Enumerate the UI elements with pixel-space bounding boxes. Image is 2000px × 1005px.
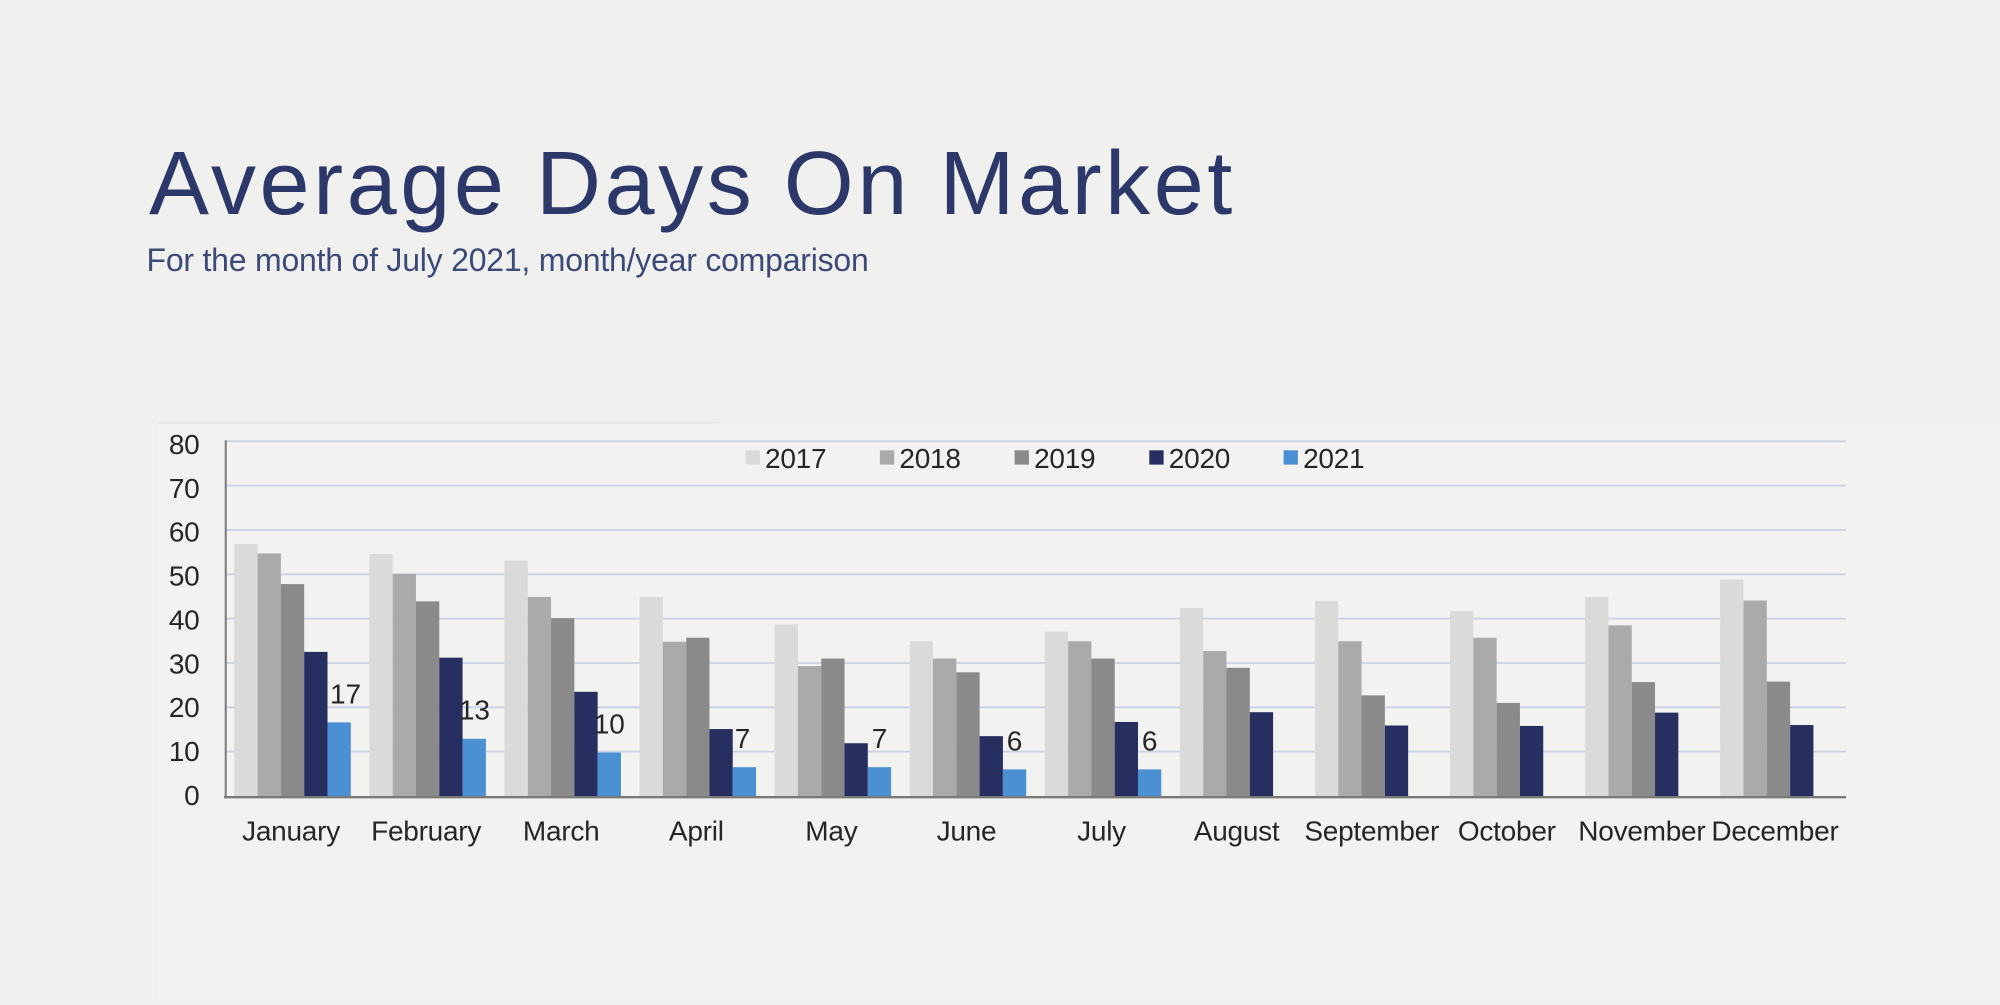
svg-text:2020: 2020 xyxy=(1169,443,1230,474)
svg-text:6: 6 xyxy=(1007,725,1023,756)
svg-text:April: April xyxy=(669,816,724,847)
svg-text:September: September xyxy=(1304,816,1439,847)
svg-text:December: December xyxy=(1711,816,1838,847)
svg-text:0: 0 xyxy=(184,780,199,811)
svg-text:40: 40 xyxy=(169,604,200,635)
svg-text:17: 17 xyxy=(330,678,361,709)
svg-text:30: 30 xyxy=(169,648,200,679)
svg-text:70: 70 xyxy=(169,473,200,504)
svg-text:2017: 2017 xyxy=(765,443,826,474)
svg-text:July: July xyxy=(1077,816,1126,847)
svg-text:November: November xyxy=(1578,816,1705,847)
svg-text:10: 10 xyxy=(169,736,200,767)
svg-text:2018: 2018 xyxy=(899,443,960,474)
svg-text:August: August xyxy=(1194,816,1280,847)
svg-text:October: October xyxy=(1458,816,1556,847)
svg-text:May: May xyxy=(805,816,857,847)
svg-text:2019: 2019 xyxy=(1034,443,1095,474)
svg-text:March: March xyxy=(523,816,600,847)
svg-text:2021: 2021 xyxy=(1303,443,1364,474)
svg-text:50: 50 xyxy=(169,561,200,592)
svg-text:Average Days On Market: Average Days On Market xyxy=(149,134,1236,234)
svg-text:7: 7 xyxy=(735,723,751,754)
svg-text:For the month of July 2021, mo: For the month of July 2021, month/year c… xyxy=(147,242,869,278)
svg-text:10: 10 xyxy=(594,708,625,739)
svg-text:7: 7 xyxy=(872,723,888,754)
svg-text:6: 6 xyxy=(1142,725,1158,756)
svg-text:June: June xyxy=(937,816,997,847)
svg-text:60: 60 xyxy=(169,517,200,548)
svg-text:20: 20 xyxy=(169,692,200,723)
svg-text:January: January xyxy=(242,816,340,847)
svg-text:February: February xyxy=(371,816,481,847)
svg-text:80: 80 xyxy=(169,429,200,460)
svg-text:13: 13 xyxy=(459,695,490,726)
